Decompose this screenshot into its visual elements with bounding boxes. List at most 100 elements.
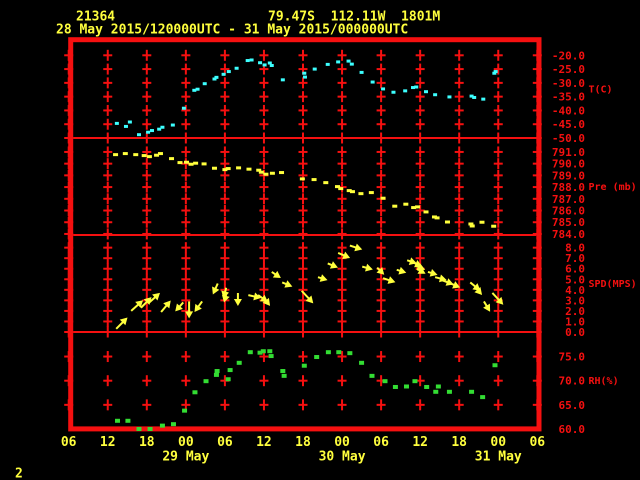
pressure-point (392, 204, 398, 208)
wind-arrow-head (417, 266, 426, 274)
humidity-point (227, 368, 233, 373)
wind-arrow-head (262, 297, 271, 306)
temperature-point (262, 63, 267, 67)
pressure-point (269, 171, 275, 175)
wind-arrow-head (474, 287, 483, 295)
pressure-point (349, 190, 355, 194)
pressure-point (338, 187, 344, 191)
humidity-point (347, 351, 353, 356)
temperature-point (192, 88, 197, 92)
humidity-point (260, 349, 266, 354)
temperature-point (127, 120, 132, 124)
temperature-point (221, 72, 226, 76)
x-hour-label: 18 (295, 435, 311, 450)
y-tick-label: 75.0 (559, 351, 586, 364)
temperature-point (302, 71, 307, 75)
x-date-label: 30 May (319, 450, 366, 465)
wind-arrow-head (152, 292, 160, 301)
pressure-point (141, 154, 147, 158)
y-tick-label: -25.0 (552, 63, 585, 76)
x-hour-label: 06 (529, 435, 545, 450)
wind-arrow-head (329, 261, 338, 269)
pressure-point (188, 162, 194, 166)
temperature-point (493, 70, 498, 74)
temperature-point (245, 59, 250, 63)
x-date-label: 31 May (475, 450, 522, 465)
panel-unit-label: T(C) (589, 85, 613, 96)
temperature-point (123, 124, 128, 128)
wind-arrow-head (284, 280, 293, 288)
wind-arrow-head (163, 300, 171, 309)
panel-unit-label: SPD(MPS) (589, 279, 637, 290)
pressure-point (444, 220, 450, 224)
wind-arrow-head (185, 311, 194, 319)
temperature-point (325, 62, 330, 66)
wind-arrow-head (119, 317, 128, 326)
pressure-point (222, 168, 228, 172)
temperature-point (114, 121, 119, 125)
humidity-point (433, 389, 439, 394)
y-tick-label: 1.0 (565, 315, 585, 328)
wind-arrow-head (398, 266, 407, 275)
pressure-point (479, 220, 485, 224)
pressure-point (334, 185, 340, 189)
y-tick-label: -40.0 (552, 104, 585, 117)
pressure-point (403, 202, 409, 206)
pressure-point (415, 205, 421, 209)
wind-arrow-head (452, 281, 461, 289)
wind-arrow-head (429, 268, 438, 277)
humidity-point (236, 360, 242, 365)
y-tick-label: 788.0 (552, 181, 585, 194)
wind-arrow-head (365, 263, 373, 272)
pressure-point (299, 177, 305, 181)
axis-labels: -20.0-25.0-30.0-35.0-40.0-45.0-50.0 T(C) 7… (552, 49, 637, 436)
temperature-point (150, 129, 155, 133)
data-series (113, 58, 504, 431)
temperature-point (391, 90, 396, 94)
y-tick-label: 4.0 (565, 284, 585, 297)
wind-arrow-head (483, 303, 491, 312)
y-tick-label: 785.0 (552, 216, 585, 229)
wind-arrow-head (135, 300, 144, 308)
temperature-point (202, 82, 207, 86)
pressure-point (323, 181, 329, 185)
x-hour-label: 00 (490, 435, 506, 450)
wind-arrow-head (305, 295, 314, 304)
y-tick-label: 790.0 (552, 158, 585, 171)
pressure-point (184, 160, 190, 164)
pressure-point (154, 153, 160, 157)
temperature-point (234, 66, 239, 70)
pressure-point (113, 153, 119, 157)
pressure-point (256, 168, 262, 172)
pressure-point (311, 178, 317, 182)
pressure-point (225, 167, 231, 171)
pressure-point (358, 192, 364, 196)
wind-arrow-head (212, 286, 220, 295)
humidity-point (267, 349, 273, 354)
temperature-point (267, 61, 272, 65)
temperature-point (336, 60, 341, 64)
humidity-point (182, 408, 188, 413)
humidity-point (403, 384, 409, 389)
y-tick-label: 5.0 (565, 273, 585, 286)
humidity-point (214, 369, 220, 374)
y-tick-label: 6.0 (565, 263, 585, 276)
humidity-point (492, 363, 498, 368)
humidity-point (192, 390, 198, 395)
y-tick-label: 65.0 (559, 399, 586, 412)
x-axis-labels: 06 12 18 00 06 12 18 00 06 12 18 00 06 29 May 30 May 31… (61, 435, 545, 465)
y-tick-label: 70.0 (559, 375, 586, 388)
humidity-point (424, 384, 430, 389)
humidity-point (412, 379, 418, 384)
pressure-point (279, 171, 285, 175)
wind-arrow-head (387, 276, 396, 284)
humidity-point (392, 384, 398, 389)
pressure-point (431, 215, 437, 219)
humidity-point (136, 427, 142, 431)
temperature-point (226, 70, 231, 74)
humidity-point (159, 423, 165, 428)
pressure-point (211, 166, 217, 170)
temperature-point (370, 80, 375, 84)
pressure-point (177, 161, 183, 165)
wind-arrow-head (175, 303, 183, 312)
